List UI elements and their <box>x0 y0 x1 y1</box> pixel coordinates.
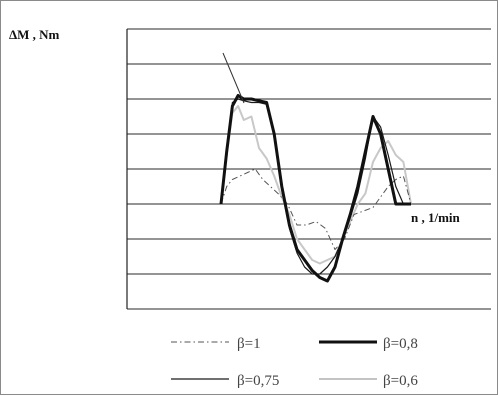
series-group <box>219 94 412 283</box>
series-line-1 <box>219 94 411 283</box>
legend-label-1: β=0,8 <box>383 336 418 352</box>
series-line-0 <box>220 168 412 250</box>
series-line-2 <box>220 98 411 275</box>
legend-label-3: β=0,6 <box>383 373 418 389</box>
legend-label-2: β=0,75 <box>237 373 279 389</box>
y-axis-label: ΔM , Nm <box>9 27 60 42</box>
gridlines <box>127 28 491 310</box>
tangent-annotation-line <box>222 52 245 104</box>
legend: β=1 β=0,8 β=0,75 β=0,6 <box>171 336 418 389</box>
legend-label-0: β=1 <box>237 336 261 352</box>
series-line-3 <box>220 105 412 265</box>
x-axis-label: n , 1/min <box>411 210 461 225</box>
